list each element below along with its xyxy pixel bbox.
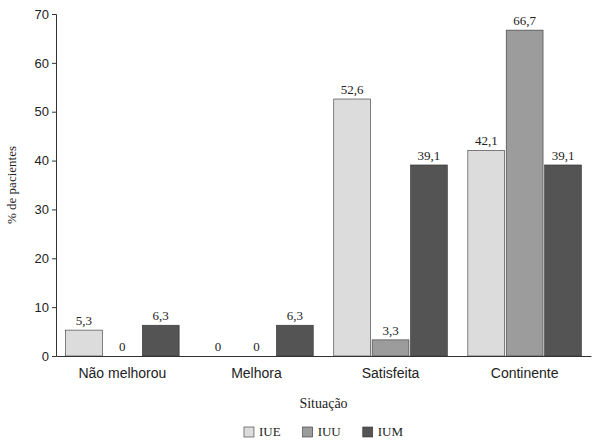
legend: IUE IUU IUM: [244, 424, 403, 439]
tick-label: 60: [35, 56, 49, 71]
data-label: 42,1: [475, 133, 498, 148]
tick-mark: [52, 63, 56, 64]
bar: [372, 340, 409, 356]
bar: [468, 150, 505, 356]
bar: [334, 99, 371, 356]
tick-label: 70: [35, 7, 49, 22]
legend-item: IUU: [303, 424, 342, 439]
tick-label: Continente: [491, 365, 559, 381]
data-label: 0: [253, 339, 260, 354]
tick-label: Não melhorou: [78, 365, 166, 381]
tick-mark: [52, 161, 56, 162]
legend-label: IUM: [378, 424, 404, 439]
chart: 5,3 0 52,6 42,1 0 0 3,3 66,7 6,3 6,3 39,1 39,1 0 10 20…: [0, 0, 601, 446]
legend-label: IUE: [259, 424, 281, 439]
data-label: 5,3: [76, 313, 92, 328]
tick: Não melhorou: [78, 356, 166, 381]
tick-mark: [52, 112, 56, 113]
legend-label: IUU: [318, 424, 342, 439]
data-label: 52,6: [341, 82, 364, 97]
tick-label: Satisfeita: [362, 365, 420, 381]
tick: 50: [35, 104, 56, 119]
legend-swatch: [303, 427, 313, 437]
axis-line: [52, 15, 57, 357]
data-label: 6,3: [287, 308, 303, 323]
data-label: 39,1: [552, 148, 575, 163]
y-axis-title: % de pacientes: [4, 146, 19, 224]
data-label: 3,3: [382, 323, 398, 338]
tick: 30: [35, 202, 56, 217]
bar: [66, 330, 103, 356]
bar: [104, 356, 141, 357]
data-label: 66,7: [513, 13, 536, 28]
tick: Continente: [491, 356, 559, 381]
tick-mark: [52, 14, 56, 15]
x-axis-title: Situação: [299, 396, 347, 411]
tick-label: Melhora: [231, 365, 282, 381]
x-axis: Não melhorou Melhora Satisfeita Continente: [57, 356, 592, 381]
legend-swatch: [363, 427, 373, 437]
tick-mark: [52, 209, 56, 210]
tick: 0: [42, 349, 56, 364]
tick-mark: [52, 258, 56, 259]
tick-label: 40: [35, 153, 49, 168]
tick-mark: [52, 356, 56, 357]
data-labels: 5,3 0 52,6 42,1 0 0 3,3 66,7 6,3 6,3 39,1 39,1: [76, 13, 575, 354]
y-axis: 0 10 20 30 40 50 60 70: [35, 7, 57, 364]
tick: 70: [35, 7, 56, 22]
data-label: 6,3: [153, 308, 169, 323]
bar: [200, 356, 237, 357]
bar: [238, 356, 275, 357]
tick-label: 30: [35, 202, 49, 217]
tick-label: 20: [35, 251, 49, 266]
bar: [545, 165, 582, 356]
axis-line: [57, 356, 592, 357]
tick: 20: [35, 251, 56, 266]
tick: 60: [35, 56, 56, 71]
tick: Melhora: [231, 356, 282, 381]
data-label: 0: [215, 339, 222, 354]
tick-label: 10: [35, 300, 49, 315]
bar: [276, 325, 313, 356]
bar: [410, 165, 447, 356]
tick: 40: [35, 153, 56, 168]
plot: 5,3 0 52,6 42,1 0 0 3,3 66,7 6,3 6,3 39,1 39,1 0 10 20…: [35, 7, 592, 381]
tick-label: 50: [35, 104, 49, 119]
data-label: 39,1: [418, 148, 441, 163]
data-label: 0: [119, 339, 126, 354]
legend-swatch: [244, 427, 254, 437]
bar: [142, 325, 179, 356]
legend-item: IUE: [244, 424, 281, 439]
bar: [506, 30, 543, 356]
legend-item: IUM: [363, 424, 404, 439]
tick: 10: [35, 300, 56, 315]
tick-mark: [52, 307, 56, 308]
tick: Satisfeita: [362, 356, 420, 381]
bars: [66, 30, 582, 356]
tick-label: 0: [42, 349, 49, 364]
